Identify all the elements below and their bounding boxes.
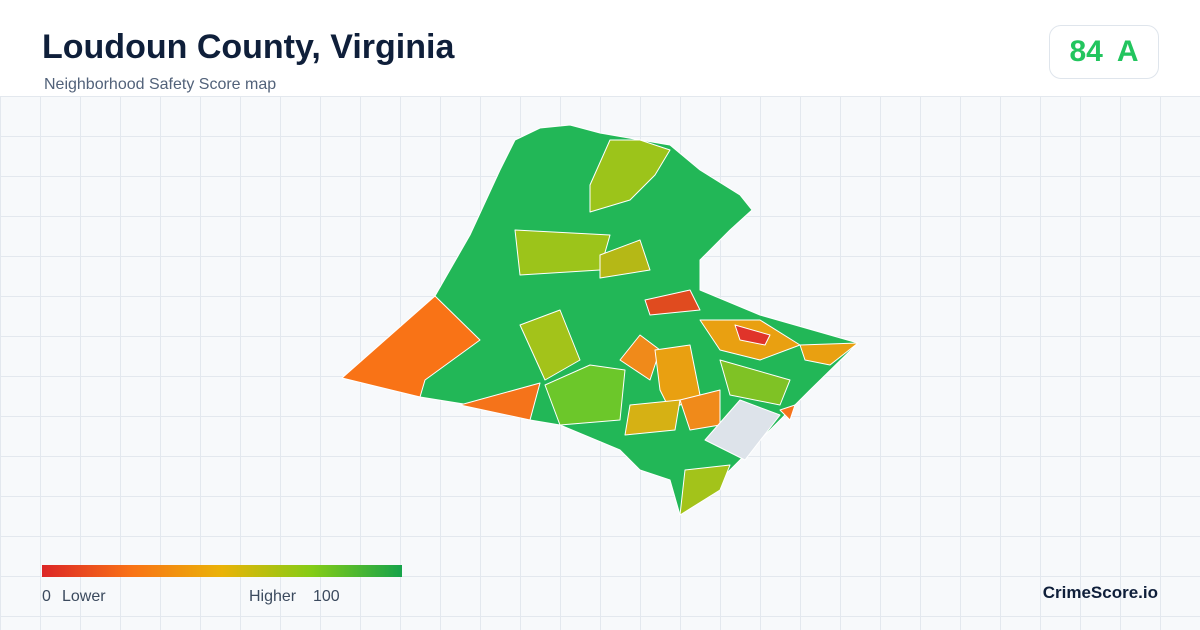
legend-min: 0: [42, 588, 51, 605]
legend-min-label: Lower: [62, 588, 106, 605]
map-region: [679, 464, 731, 516]
brand: CrimeScore.io: [1042, 583, 1158, 602]
score-badge: 84 A: [1049, 25, 1159, 79]
title: Loudoun County, Virginia: [42, 28, 455, 66]
map-region: [514, 229, 611, 276]
map-region: [589, 139, 671, 213]
map-region: [719, 359, 791, 406]
map-region: [519, 309, 581, 381]
legend-max: 100: [313, 588, 340, 605]
map-region: [544, 364, 626, 426]
score-value: 84: [1069, 35, 1103, 68]
map-region: [599, 239, 651, 279]
map-region: [341, 295, 481, 398]
subtitle: Neighborhood Safety Score map: [44, 76, 277, 93]
map-region: [704, 399, 781, 461]
score-grade: A: [1116, 35, 1139, 68]
map-region: [799, 342, 859, 366]
map-region: [644, 289, 701, 316]
map-region: [734, 324, 771, 346]
header: [0, 0, 1200, 96]
legend-max-label: Higher: [249, 588, 297, 605]
map-region: [459, 382, 541, 421]
map-region: [624, 399, 681, 436]
map-region: [779, 404, 796, 421]
legend-gradient: [42, 565, 402, 577]
